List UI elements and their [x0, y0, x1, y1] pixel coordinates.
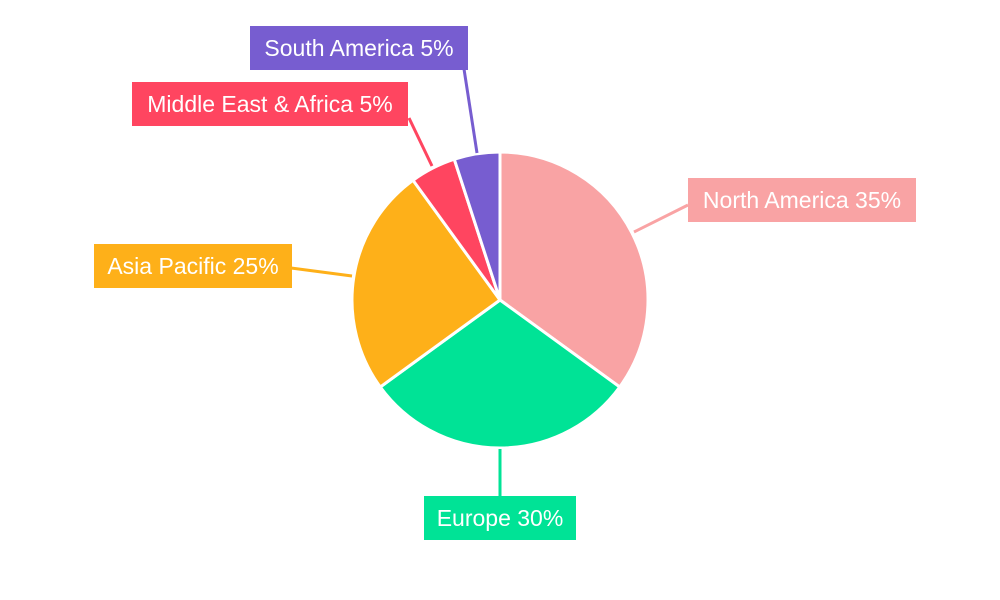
pie-slice-europe[interactable] [378, 298, 622, 450]
pie-slice-north-america[interactable] [498, 150, 650, 390]
data-label: North America 35% [703, 187, 901, 213]
pie-slice-south-america[interactable] [452, 150, 502, 301]
pie-slice-asia-pacific[interactable] [350, 178, 503, 390]
data-label: Middle East & Africa 5% [147, 91, 392, 117]
callout-line [407, 117, 434, 167]
data-label: Asia Pacific 25% [107, 253, 278, 279]
data-label: Europe 30% [437, 505, 564, 531]
data-label-box [94, 244, 292, 288]
data-label-box [688, 178, 916, 222]
callout-line [462, 68, 479, 154]
data-label-box [250, 26, 468, 70]
data-label: South America 5% [264, 35, 453, 61]
data-label-box [424, 496, 576, 540]
data-label-box [132, 82, 408, 126]
callout-line [633, 203, 689, 234]
callout-line [290, 266, 353, 278]
